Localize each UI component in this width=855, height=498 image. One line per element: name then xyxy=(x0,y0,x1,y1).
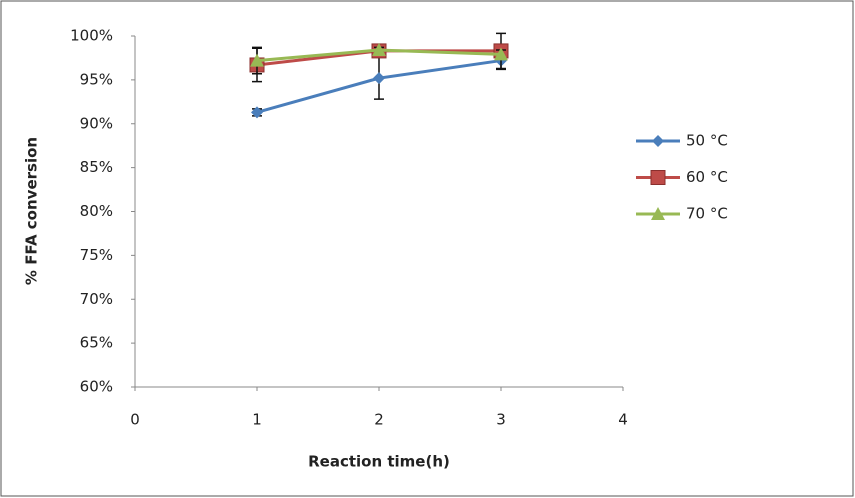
legend-label: 50 °C xyxy=(686,132,728,150)
y-tick-label: 65% xyxy=(80,334,113,352)
y-tick-label: 80% xyxy=(80,202,113,220)
y-tick-label: 95% xyxy=(80,70,113,88)
legend-marker xyxy=(651,171,665,185)
legend-label: 70 °C xyxy=(686,205,728,223)
y-tick-label: 100% xyxy=(70,27,113,45)
x-tick-label: 0 xyxy=(130,411,140,429)
y-tick-label: 75% xyxy=(80,246,113,264)
y-tick-label: 90% xyxy=(80,114,113,132)
y-axis-title: % FFA conversion xyxy=(23,137,41,285)
chart-border xyxy=(1,1,853,496)
legend-label: 60 °C xyxy=(686,168,728,186)
x-tick-label: 2 xyxy=(374,411,384,429)
y-tick-label: 85% xyxy=(80,158,113,176)
x-tick-label: 1 xyxy=(252,411,262,429)
x-axis-title: Reaction time(h) xyxy=(308,453,450,471)
x-tick-label: 4 xyxy=(618,411,628,429)
chart: Reaction time(h) % FFA conversion 60% 65%… xyxy=(0,0,855,498)
x-tick-label: 3 xyxy=(496,411,506,429)
y-tick-label: 70% xyxy=(80,290,113,308)
y-tick-label: 60% xyxy=(80,378,113,396)
